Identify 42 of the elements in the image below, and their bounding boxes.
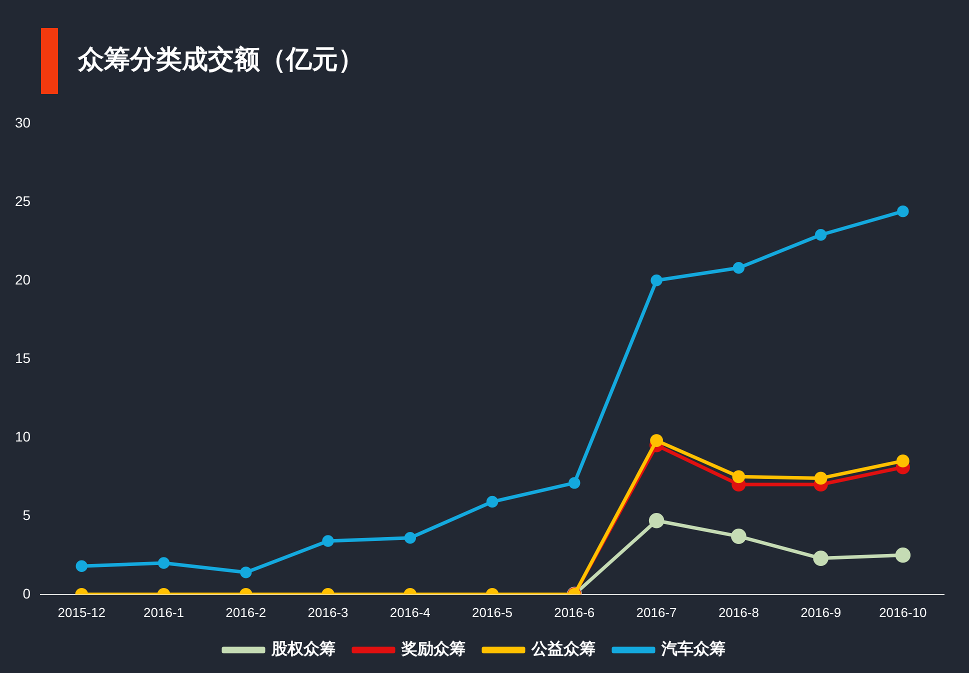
point (404, 532, 416, 544)
y-tick-label: 20 (14, 271, 31, 288)
y-tick-label: 25 (14, 192, 31, 209)
point (486, 496, 498, 508)
point (896, 454, 910, 468)
x-tick-label: 2016-2 (226, 604, 266, 620)
x-tick-label: 2016-5 (472, 604, 513, 620)
x-tick-label: 2016-1 (144, 604, 184, 620)
x-tick-label: 2016-9 (800, 604, 842, 620)
chart-title: 众筹分类成交额（亿元） (78, 44, 364, 77)
legend-label: 股权众筹 (270, 639, 336, 658)
x-tick-label: 2016-3 (308, 604, 348, 620)
point (732, 262, 745, 274)
y-tick-label: 10 (14, 428, 31, 444)
point (240, 566, 252, 578)
point (650, 434, 663, 447)
point (322, 535, 334, 547)
point (648, 512, 664, 528)
point (568, 477, 580, 489)
point (76, 560, 88, 572)
x-tick-label: 2016-8 (718, 604, 759, 620)
point (158, 557, 170, 569)
point (650, 274, 662, 286)
point (731, 528, 746, 544)
x-tick-label: 2016-10 (879, 604, 927, 620)
y-tick-label: 0 (22, 585, 31, 602)
x-tick-label: 2016-4 (390, 604, 430, 620)
legend-label: 汽车众筹 (660, 639, 726, 658)
y-tick-label: 15 (14, 350, 31, 366)
y-tick-label: 30 (14, 114, 31, 130)
point (732, 470, 746, 484)
legend-label: 公益众筹 (530, 639, 596, 658)
point (814, 229, 827, 241)
point (895, 548, 911, 563)
legend-label: 奖励众筹 (400, 639, 466, 658)
x-tick-label: 2016-7 (636, 604, 677, 620)
point (897, 205, 909, 218)
y-tick-label: 5 (22, 506, 31, 523)
point (814, 472, 828, 485)
x-tick-label: 2015-12 (58, 604, 106, 620)
point (813, 550, 828, 566)
x-tick-label: 2016-6 (554, 604, 595, 620)
